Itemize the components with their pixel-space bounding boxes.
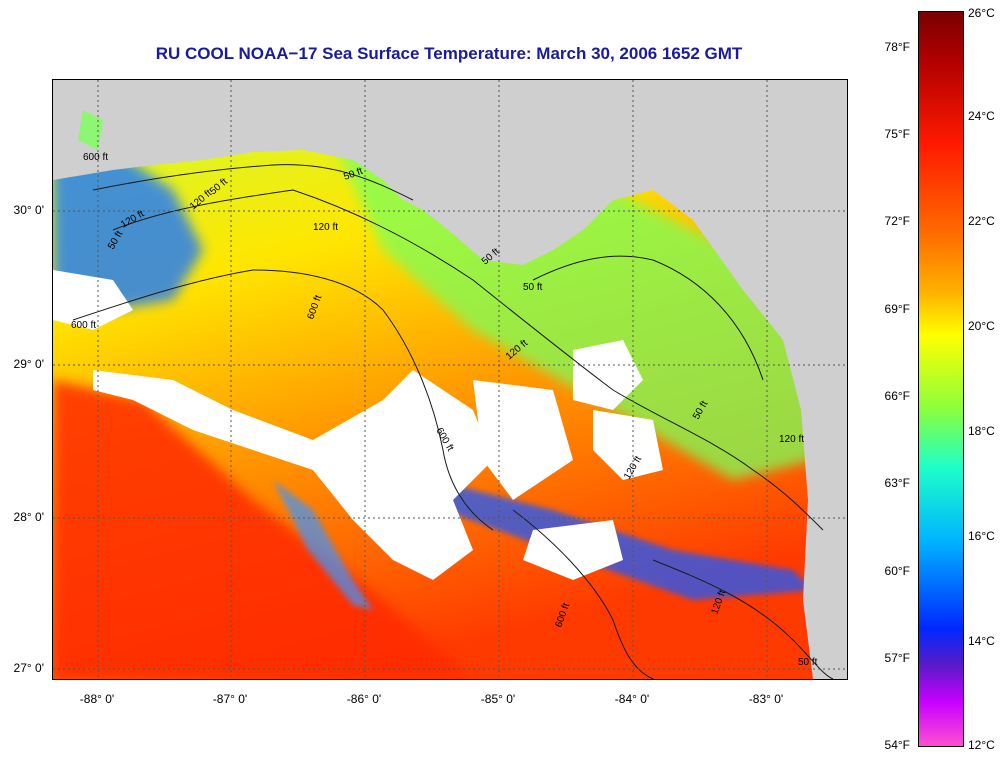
y-tick-label: 29° 0'	[13, 357, 44, 371]
colorbar-label-f: 75°F	[884, 127, 910, 141]
y-tick-label: 28° 0'	[13, 510, 44, 524]
colorbar-label-f: 57°F	[884, 651, 910, 665]
colorbar-label-f: 78°F	[884, 40, 910, 54]
cold-water-west	[53, 150, 203, 310]
graticule	[53, 80, 847, 679]
colorbar-label-f: 69°F	[884, 302, 910, 316]
x-tick-label: -87° 0'	[212, 692, 248, 706]
x-tick-label: -86° 0'	[346, 692, 382, 706]
colorbar-label-f: 72°F	[884, 214, 910, 228]
colorbar-label-f: 66°F	[884, 389, 910, 403]
contour-label: 120 ft	[779, 434, 804, 445]
cloud-cover	[573, 340, 643, 410]
x-tick-label: -85° 0'	[480, 692, 516, 706]
land-mass	[53, 80, 847, 679]
colorbar-label-f: 63°F	[884, 476, 910, 490]
colorbar-label-c: 20°C	[968, 319, 995, 333]
contour-label: 50 ft	[523, 282, 543, 293]
cloud-cover	[93, 370, 493, 580]
cloud-cover	[53, 270, 133, 330]
mobile-bay	[78, 110, 103, 150]
sst-map[interactable]: 600 ft 600 ft 600 ft 600 ft 600 ft 120 f…	[52, 79, 848, 680]
contour-label: 600 ft	[83, 152, 108, 163]
cold-filament	[433, 480, 813, 600]
cloud-cover	[523, 520, 623, 580]
contour-label: 120 ft	[313, 222, 338, 233]
cold-filament-2	[273, 480, 373, 610]
colorbar-label-c: 12°C	[968, 738, 995, 752]
colorbar-label-f: 54°F	[884, 738, 910, 752]
x-tick-label: -84° 0'	[614, 692, 650, 706]
colorbar-label-c: 24°C	[968, 109, 995, 123]
contour-label: 50 ft	[798, 657, 818, 668]
colorbar-label-f: 60°F	[884, 564, 910, 578]
y-tick-label: 30° 0'	[13, 203, 44, 217]
x-tick-label: -88° 0'	[79, 692, 115, 706]
colorbar-label-c: 14°C	[968, 634, 995, 648]
map-title: RU COOL NOAA−17 Sea Surface Temperature:…	[155, 44, 743, 63]
bathymetry-contours	[72, 164, 834, 679]
temperature-colorbar	[918, 11, 964, 747]
sst-map-canvas: 600 ft 600 ft 600 ft 600 ft 600 ft 120 f…	[53, 80, 847, 679]
cloud-cover	[593, 410, 663, 480]
colorbar-label-c: 26°C	[968, 6, 995, 20]
colorbar-label-c: 18°C	[968, 424, 995, 438]
y-tick-label: 27° 0'	[13, 661, 44, 675]
x-tick-label: -83° 0'	[748, 692, 784, 706]
cloud-cover	[473, 380, 573, 500]
colorbar-label-c: 22°C	[968, 214, 995, 228]
colorbar-label-c: 16°C	[968, 529, 995, 543]
contour-label: 600 ft	[71, 320, 96, 331]
